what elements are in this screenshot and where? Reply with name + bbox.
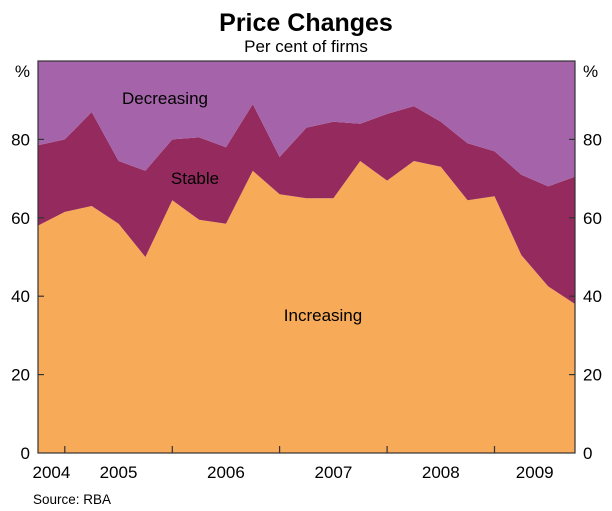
y-axis-label-left: 0	[21, 444, 30, 463]
plot-frame	[37, 60, 576, 454]
area-label-stable: Stable	[171, 169, 219, 188]
x-axis-label: 2008	[422, 463, 460, 482]
y-axis-label-right: 0	[583, 444, 592, 463]
x-axis-label: 2006	[207, 463, 245, 482]
chart-title: Price Changes	[219, 9, 393, 37]
y-axis-label-right: 60	[583, 209, 602, 228]
y-axis-label-right: 20	[583, 366, 602, 385]
y-axis-label-left: 40	[11, 287, 30, 306]
y-axis-unit-left: %	[15, 62, 30, 81]
x-axis-label: 2009	[516, 463, 554, 482]
y-axis-label-left: 60	[11, 209, 30, 228]
axis-labels: % % 0 0 20 20 40 40 60 60 80 80 2004 2005 2006 2007 2008…	[11, 62, 602, 482]
x-axis-label: 2004	[32, 463, 70, 482]
axis-ticks	[38, 138, 575, 453]
y-axis-label-left: 20	[11, 366, 30, 385]
y-axis-label-right: 40	[583, 287, 602, 306]
stacked-areas	[38, 61, 575, 453]
x-axis-label: 2007	[314, 463, 352, 482]
chart-subtitle: Per cent of firms	[244, 37, 368, 56]
area-label-decreasing: Decreasing	[122, 89, 208, 108]
y-axis-label-right: 80	[583, 130, 602, 149]
y-axis-unit-right: %	[583, 62, 598, 81]
area-increasing	[38, 161, 575, 453]
source-note: Source: RBA	[33, 492, 111, 507]
area-decreasing	[38, 61, 575, 187]
x-axis-label: 2005	[100, 463, 138, 482]
y-axis-label-left: 80	[11, 130, 30, 149]
area-stable	[38, 104, 575, 304]
area-label-increasing: Increasing	[284, 306, 362, 325]
